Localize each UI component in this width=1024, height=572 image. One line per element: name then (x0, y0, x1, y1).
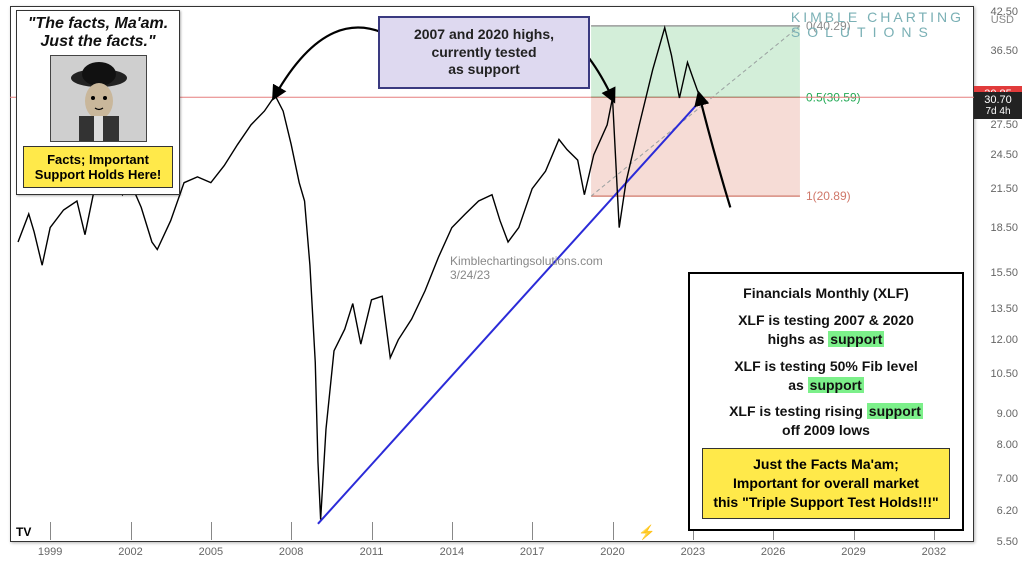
y-tick-label: 27.50 (990, 119, 1018, 131)
x-tick-label: 2008 (279, 546, 303, 558)
x-tick-label: 2002 (118, 546, 142, 558)
x-tick-label: 2011 (360, 546, 384, 558)
y-tick-label: 18.50 (990, 222, 1018, 234)
y-tick-label: 9.00 (997, 408, 1018, 420)
watermark: Kimblechartingsolutions.com 3/24/23 (450, 254, 603, 283)
x-tick-label: 2029 (841, 546, 865, 558)
quote-banner: Facts; Important Support Holds Here! (23, 146, 173, 188)
facts-banner: Just the Facts Ma'am; Important for over… (702, 448, 950, 519)
y-tick-label: 8.00 (997, 439, 1018, 451)
analysis-p3: XLF is testing rising support off 2009 l… (702, 402, 950, 440)
y-tick-label: 21.50 (990, 183, 1018, 195)
x-axis: 1999 2002 2005 2008 2011 2014 2017 2020 2023 2026… (10, 544, 974, 564)
bolt-icon: ⚡ (638, 524, 655, 541)
analysis-box: Financials Monthly (XLF) XLF is testing … (688, 272, 964, 531)
quote-image (50, 55, 147, 142)
x-tick-label: 2014 (440, 546, 464, 558)
y-tick-label: 24.50 (990, 149, 1018, 161)
brand-logo: KIMBLE CHARTING SOLUTIONS (791, 10, 964, 41)
y-tick-label: 12.00 (990, 334, 1018, 346)
y-tick-label: 10.50 (990, 368, 1018, 380)
y-tick-label: 15.50 (990, 267, 1018, 279)
y-tick-label: 36.50 (990, 45, 1018, 57)
tv-logo: TV (16, 525, 31, 539)
x-tick-label: 1999 (38, 546, 62, 558)
x-tick-label: 2032 (922, 546, 946, 558)
x-tick-label: 2026 (761, 546, 785, 558)
y-tick-label: 42.50 (990, 6, 1018, 18)
quote-card: "The facts, Ma'am. Just the facts." Fact… (16, 10, 180, 195)
callout-highs-tested: 2007 and 2020 highs, currently tested as… (378, 16, 590, 89)
price-marker-current: 30.70 7d 4h (974, 92, 1022, 119)
x-tick-label: 2023 (681, 546, 705, 558)
y-tick-label: 7.00 (997, 473, 1018, 485)
quote-text: "The facts, Ma'am. Just the facts." (17, 11, 179, 53)
x-tick-label: 2020 (600, 546, 624, 558)
x-tick-label: 2017 (520, 546, 544, 558)
y-tick-label: 5.50 (997, 536, 1018, 548)
analysis-p1: XLF is testing 2007 & 2020 highs as supp… (702, 311, 950, 349)
analysis-p2: XLF is testing 50% Fib level as support (702, 357, 950, 395)
y-tick-label: 13.50 (990, 303, 1018, 315)
x-tick-label: 2005 (199, 546, 223, 558)
y-tick-label: 6.20 (997, 505, 1018, 517)
analysis-title: Financials Monthly (XLF) (702, 284, 950, 303)
